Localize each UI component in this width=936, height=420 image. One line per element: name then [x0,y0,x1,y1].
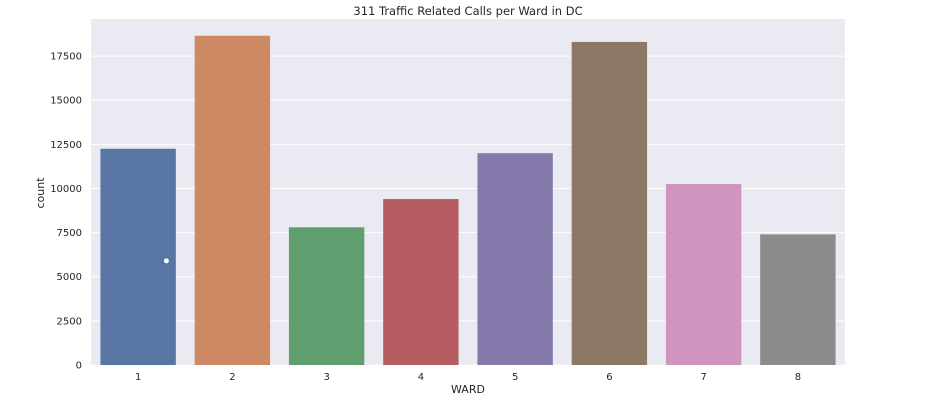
y-tick-label: 0 [76,361,82,372]
y-axis-ticks: 0 2500 5000 7500 10000 12500 15000 17500 [50,52,82,372]
y-tick-label: 5000 [57,272,82,283]
x-tick-label: 3 [323,372,329,383]
y-tick-label: 15000 [50,96,82,107]
y-tick-label: 2500 [57,316,82,327]
bar-ward-5 [477,153,553,365]
x-tick-label: 2 [229,372,235,383]
x-tick-label: 4 [418,372,424,383]
y-tick-label: 10000 [50,184,82,195]
bars-group [100,35,836,366]
y-tick-label: 7500 [57,228,82,239]
chart-title: 311 Traffic Related Calls per Ward in DC [353,4,582,18]
bar-ward-6 [571,41,648,366]
x-tick-label: 6 [606,372,612,383]
x-axis-title: WARD [451,383,485,396]
bar-ward-7 [665,184,742,365]
y-tick-label: 12500 [50,140,82,151]
bar-ward-2 [194,35,271,365]
bar-ward-3 [288,227,365,365]
y-axis-title: count [34,177,47,209]
bar-ward-1 [100,148,176,365]
x-tick-label: 5 [512,372,518,383]
x-tick-label: 8 [795,372,801,383]
bar-ward-8 [760,234,836,365]
x-tick-label: 1 [135,372,141,383]
bar-ward-4 [383,199,459,365]
x-tick-label: 7 [700,372,706,383]
marker-point [163,258,169,264]
x-axis-ticks: 1 2 3 4 5 6 7 8 [135,372,801,383]
y-tick-label: 17500 [50,52,82,63]
